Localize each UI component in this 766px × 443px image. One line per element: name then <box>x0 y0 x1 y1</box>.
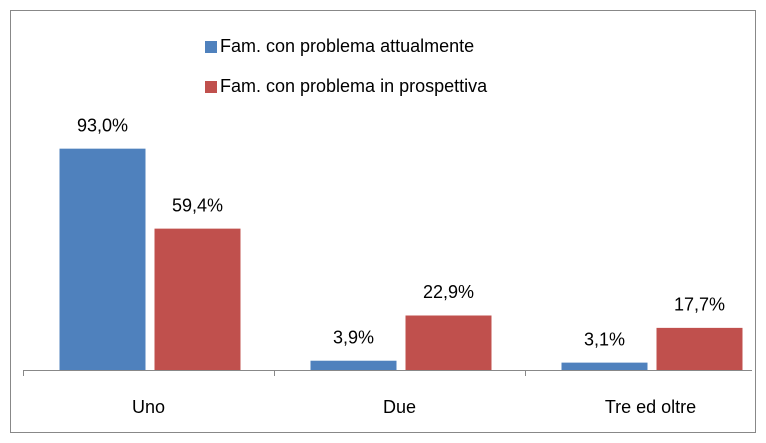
bar <box>154 228 241 370</box>
legend-label: Fam. con problema in prospettiva <box>220 76 488 96</box>
bar <box>405 315 492 370</box>
x-tick-label: Due <box>383 397 416 417</box>
data-label: 17,7% <box>674 295 725 315</box>
x-tick-label: Uno <box>132 397 165 417</box>
legend-swatch <box>205 41 217 53</box>
legend-label: Fam. con problema attualmente <box>220 36 474 56</box>
legend-swatch <box>205 81 217 93</box>
data-label: 22,9% <box>423 282 474 302</box>
bar <box>561 362 648 370</box>
bar <box>656 327 743 370</box>
data-label: 59,4% <box>172 195 223 215</box>
bar <box>59 148 146 370</box>
data-label: 93,0% <box>77 115 128 135</box>
bar <box>310 360 397 370</box>
data-label: 3,9% <box>333 327 374 347</box>
x-tick-label: Tre ed oltre <box>605 397 696 417</box>
data-label: 3,1% <box>584 329 625 349</box>
